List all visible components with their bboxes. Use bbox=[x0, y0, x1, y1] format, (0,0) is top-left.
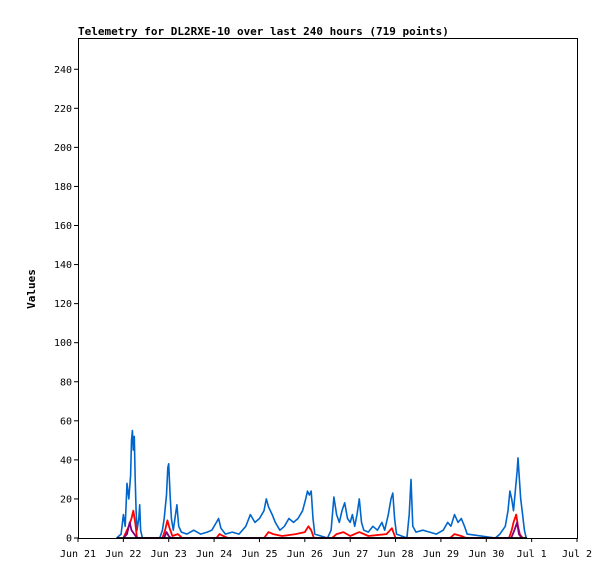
y-tick-label: 160 bbox=[54, 221, 72, 232]
series-layer bbox=[116, 429, 528, 539]
y-tick-label: 40 bbox=[60, 455, 72, 466]
x-tick-label: Jun 21 bbox=[60, 549, 96, 560]
x-tick-label: Jun 23 bbox=[151, 549, 187, 560]
x-tick-label: Jun 29 bbox=[423, 549, 459, 560]
y-tick-label: 60 bbox=[60, 416, 72, 427]
x-tick-label: Jun 24 bbox=[196, 549, 232, 560]
y-tick-label: 100 bbox=[54, 338, 72, 349]
plot-area bbox=[78, 38, 578, 539]
x-axis: Jun 21 Jun 22 Jun 23 Jun 24 Jun 25 Jun 26 Jun … bbox=[60, 538, 592, 560]
y-tick-label: 120 bbox=[54, 299, 72, 310]
x-tick-label: Jul 2 bbox=[562, 549, 592, 560]
y-tick-label: 140 bbox=[54, 260, 72, 271]
y-axis: 0 20 40 60 80 100 120 140 160 180 200 220 240 bbox=[54, 65, 78, 545]
y-tick-label: 0 bbox=[66, 534, 72, 545]
x-tick-label: Jun 28 bbox=[377, 549, 413, 560]
x-tick-label: Jul 1 bbox=[517, 549, 547, 560]
x-tick-label: Jun 26 bbox=[287, 549, 323, 560]
series-line-3 bbox=[122, 521, 523, 539]
x-tick-label: Jun 27 bbox=[332, 549, 368, 560]
series-line-1 bbox=[116, 429, 527, 539]
y-tick-label: 180 bbox=[54, 182, 72, 193]
series-line-2 bbox=[122, 509, 524, 539]
y-tick-label: 80 bbox=[60, 377, 72, 388]
y-tick-label: 200 bbox=[54, 143, 72, 154]
y-axis-label: Values bbox=[25, 269, 38, 309]
y-tick-label: 20 bbox=[60, 494, 72, 505]
y-tick-label: 220 bbox=[54, 104, 72, 115]
x-tick-label: Jun 30 bbox=[468, 549, 504, 560]
chart-title: Telemetry for DL2RXE-10 over last 240 ho… bbox=[78, 25, 449, 38]
x-tick-label: Jun 25 bbox=[241, 549, 277, 560]
x-tick-label: Jun 22 bbox=[105, 549, 141, 560]
y-tick-label: 240 bbox=[54, 65, 72, 76]
